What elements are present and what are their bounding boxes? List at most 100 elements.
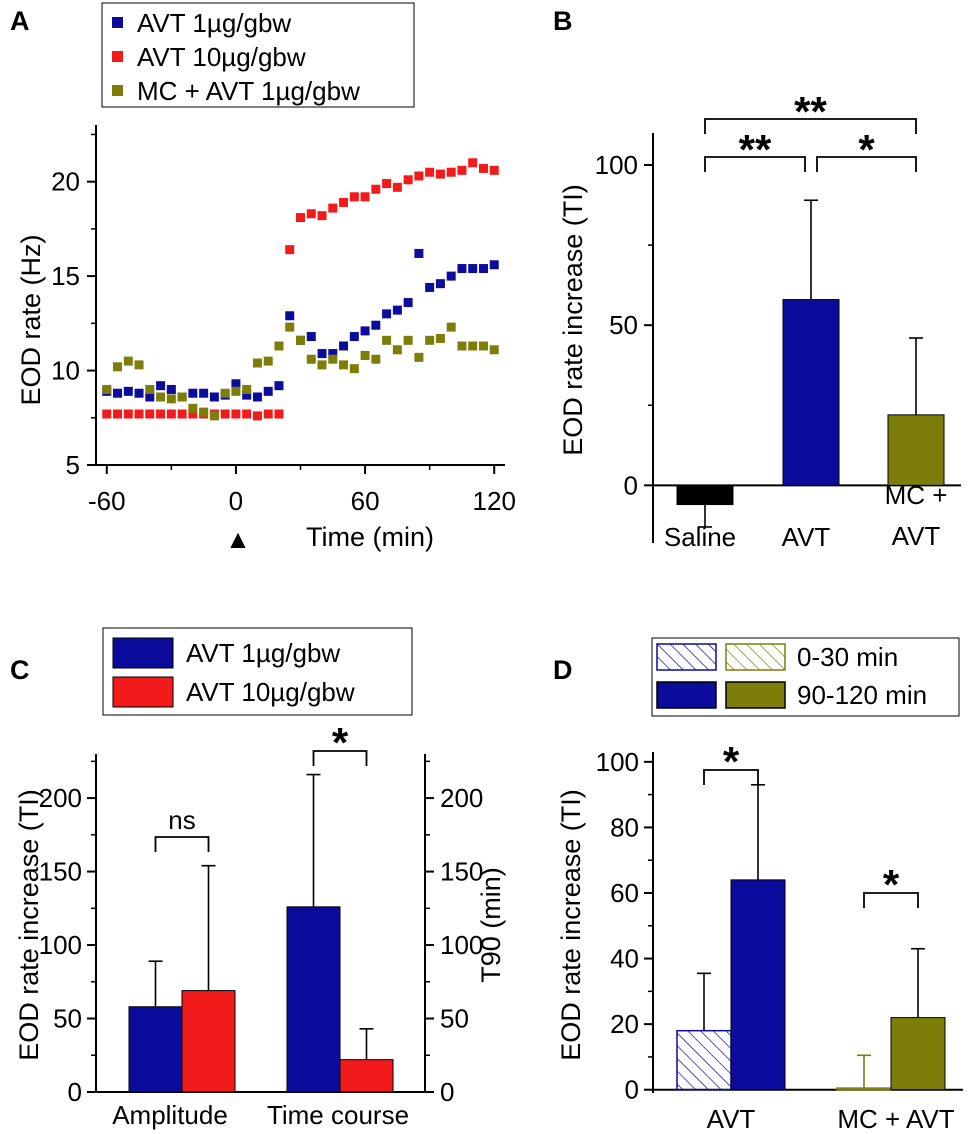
y-tick-label: 50 <box>609 310 638 340</box>
data-point <box>134 360 144 370</box>
data-point <box>199 407 209 417</box>
significance-bracket <box>816 156 917 172</box>
data-point <box>134 388 144 398</box>
y-tick-label: 0 <box>625 1075 639 1105</box>
data-point <box>166 409 176 419</box>
data-point <box>285 322 295 332</box>
bar <box>339 1059 394 1093</box>
data-point <box>478 264 488 274</box>
y-tick-label: 60 <box>610 878 639 908</box>
data-point <box>328 203 338 213</box>
data-point <box>134 409 144 419</box>
data-point <box>123 386 133 396</box>
data-point <box>414 248 424 258</box>
data-point <box>199 388 209 398</box>
data-point <box>392 182 402 192</box>
data-point <box>489 345 499 355</box>
data-point <box>360 350 370 360</box>
bar <box>676 484 734 506</box>
data-point <box>371 354 381 364</box>
x-axis-title: Time (min) <box>306 522 434 552</box>
data-point <box>339 360 349 370</box>
significance-bracket <box>704 118 917 134</box>
legend-label: AVT 1µg/gbw <box>186 638 340 668</box>
data-point <box>457 264 467 274</box>
significance-label: * <box>332 719 349 766</box>
data-point <box>446 167 456 177</box>
data-point <box>166 394 176 404</box>
legend-swatch <box>112 85 123 96</box>
data-point <box>145 392 155 402</box>
y-axis-title: EOD rate increase (TI) <box>556 789 586 1061</box>
category-label: AVT <box>892 521 941 551</box>
legend-swatch <box>112 17 123 28</box>
data-point <box>209 392 219 402</box>
data-point <box>156 409 166 419</box>
data-point <box>349 192 359 202</box>
data-point <box>339 341 349 351</box>
legend-label: AVT 10µg/gbw <box>137 42 306 72</box>
category-label: AVT <box>707 1104 756 1134</box>
data-point <box>317 360 327 370</box>
data-point <box>296 335 305 345</box>
data-point <box>242 390 252 400</box>
y-right-axis-title: T90 (min) <box>476 867 506 983</box>
y-tick-label: 20 <box>51 167 80 197</box>
data-point <box>263 356 273 366</box>
data-point <box>403 298 413 308</box>
data-point <box>478 163 488 173</box>
category-label: Saline <box>664 522 736 552</box>
significance-label: ** <box>794 88 827 135</box>
x-tick-label: 60 <box>351 486 380 516</box>
data-point <box>274 409 284 419</box>
legend-swatch <box>725 681 786 709</box>
data-point <box>242 384 252 394</box>
panel-b-letter: B <box>553 6 573 36</box>
data-point <box>414 171 424 181</box>
y-right-tick-label: 100 <box>440 930 483 960</box>
significance-bracket <box>704 156 806 172</box>
data-point <box>156 381 166 391</box>
y-tick-label: 20 <box>610 1009 639 1039</box>
y-axis-title: EOD rate increase (TI) <box>14 789 44 1061</box>
data-point <box>360 192 370 202</box>
data-point <box>392 305 402 315</box>
data-point <box>403 335 413 345</box>
significance-label: * <box>883 861 900 908</box>
category-label: MC + <box>885 480 948 510</box>
panel-c-letter: C <box>10 655 30 685</box>
legend-label: 0-30 min <box>797 642 898 672</box>
significance-bracket <box>863 892 919 908</box>
data-point <box>425 167 435 177</box>
category-label: MC + AVT <box>837 1104 954 1134</box>
bar <box>887 414 945 486</box>
significance-label: * <box>858 126 875 173</box>
data-point <box>349 364 359 374</box>
bar <box>836 1087 892 1091</box>
data-point <box>468 264 478 274</box>
data-point <box>435 333 445 343</box>
legend-swatch <box>112 51 123 62</box>
y-tick-label: 5 <box>66 450 80 480</box>
x-tick-label: 120 <box>473 486 516 516</box>
legend-swatch <box>725 643 786 671</box>
data-point <box>435 279 445 289</box>
data-point <box>382 309 392 319</box>
data-point <box>328 354 338 364</box>
legend-label: AVT 1µg/gbw <box>137 8 291 38</box>
significance-label: ** <box>739 126 772 173</box>
data-point <box>188 409 198 419</box>
legend-label: MC + AVT 1µg/gbw <box>137 76 360 106</box>
data-point <box>252 411 262 421</box>
data-point <box>306 209 316 219</box>
bar <box>181 990 236 1093</box>
data-point <box>403 175 413 185</box>
x-tick-label: -60 <box>88 486 126 516</box>
y-tick-label: 40 <box>610 944 639 974</box>
data-point <box>177 409 187 419</box>
y-axis-title: EOD rate (Hz) <box>16 234 46 405</box>
legend-swatch <box>656 681 717 709</box>
legend-swatch <box>112 637 174 669</box>
data-point <box>231 386 241 396</box>
data-point <box>457 165 467 175</box>
